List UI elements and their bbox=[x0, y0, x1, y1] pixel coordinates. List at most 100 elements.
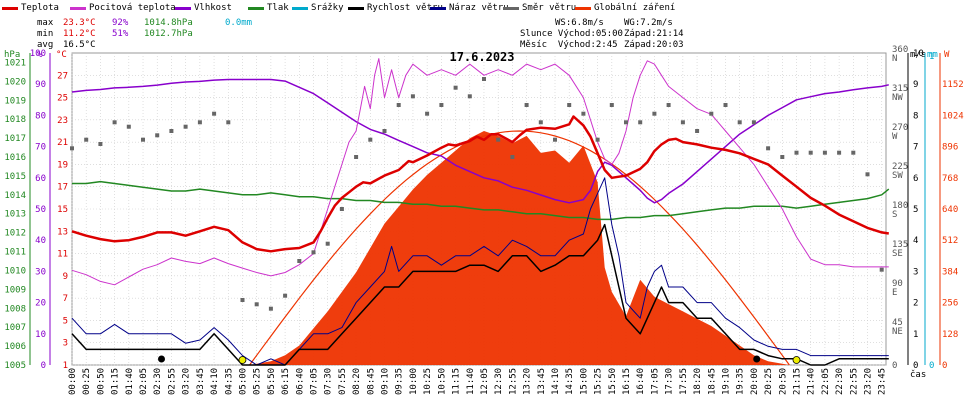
x-tick-label: 13:20 bbox=[523, 368, 533, 395]
stat-min-press: 1012.7hPa bbox=[144, 29, 193, 39]
wind-direction-point bbox=[70, 146, 74, 151]
pressure-tick: 1008 bbox=[4, 304, 26, 314]
unit-celsius: °C bbox=[56, 50, 67, 60]
pressure-tick: 1021 bbox=[4, 58, 26, 68]
x-tick-label: 20:50 bbox=[778, 368, 788, 395]
stat-sun-set: Západ:21:14 bbox=[624, 29, 684, 39]
stat-moon-set: Západ:20:03 bbox=[624, 40, 684, 50]
x-tick-label: 22:05 bbox=[821, 368, 831, 395]
wind-direction-point bbox=[666, 103, 671, 107]
x-tick-label: 07:05 bbox=[310, 368, 320, 395]
pressure-tick: 1014 bbox=[4, 191, 26, 201]
x-tick-label: 00:00 bbox=[68, 368, 78, 395]
x-tick-label: 12:30 bbox=[494, 368, 504, 395]
legend-item: Náraz větru bbox=[430, 3, 509, 13]
legend-item: Globální záření bbox=[575, 3, 675, 13]
stat-min-hum: 51% bbox=[112, 29, 129, 39]
wind-direction-point bbox=[538, 120, 543, 125]
x-tick-label: 02:30 bbox=[153, 368, 163, 395]
wind-direction-point bbox=[723, 103, 728, 107]
wind-dir-letter: SE bbox=[892, 249, 903, 259]
wind-direction-point bbox=[496, 137, 501, 142]
wind-direction-point bbox=[141, 137, 145, 142]
unit-ms: m/s bbox=[910, 50, 926, 60]
legend: Teplota Pocitová teplota Vlhkost Tlak Srážky… bbox=[0, 0, 966, 16]
radiation-tick: 1152 bbox=[942, 80, 964, 90]
temperature-tick: 25 bbox=[57, 94, 68, 104]
pressure-tick: 1010 bbox=[4, 266, 26, 276]
wind-direction-point bbox=[595, 137, 600, 142]
temperature-tick: 5 bbox=[63, 316, 68, 326]
legend-swatch bbox=[175, 6, 191, 10]
x-tick-label: 07:30 bbox=[324, 368, 334, 395]
temperature-tick: 1 bbox=[63, 361, 68, 371]
x-tick-label: 23:45 bbox=[878, 368, 888, 395]
wind-dir-tick: 45 bbox=[892, 318, 903, 328]
feels-like-line bbox=[71, 58, 889, 286]
wind-direction-point bbox=[439, 103, 444, 107]
x-tick-label: 13:45 bbox=[537, 368, 547, 395]
humidity-tick: 60 bbox=[35, 174, 46, 184]
legend-label: Globální záření bbox=[594, 3, 676, 13]
x-tick-label: 01:15 bbox=[111, 368, 121, 395]
x-tick-label: 11:40 bbox=[466, 368, 476, 395]
x-tick-label: 06:40 bbox=[295, 368, 305, 395]
wind-dir-letter: NE bbox=[892, 327, 903, 337]
humidity-tick: 10 bbox=[35, 330, 46, 340]
legend-label: Rychlost větru bbox=[367, 3, 443, 13]
legend-item: Rychlost větru bbox=[348, 3, 443, 13]
temperature-tick: 11 bbox=[57, 250, 68, 260]
wind-speed-tick: 1 bbox=[913, 330, 918, 340]
humidity-tick: 30 bbox=[35, 267, 46, 277]
wind-speed-tick: 2 bbox=[913, 299, 918, 309]
x-tick-label: 14:10 bbox=[551, 368, 561, 395]
axes: 00:00 00:25 00:50 01:15 01:40 02:05 02:30 02:55… bbox=[4, 45, 964, 395]
wind-dir-tick: 0 bbox=[892, 361, 897, 371]
x-tick-label: 08:45 bbox=[366, 368, 376, 395]
unit-w: W bbox=[944, 50, 950, 60]
wind-direction-point bbox=[510, 155, 515, 159]
stat-wg: WG:7.2m/s bbox=[624, 18, 673, 28]
wind-dir-tick: 180 bbox=[892, 201, 908, 211]
x-tick-label: 09:35 bbox=[395, 368, 405, 395]
wind-direction-point bbox=[453, 85, 458, 90]
temperature-tick: 17 bbox=[57, 183, 68, 193]
wind-direction-point bbox=[695, 129, 700, 133]
radiation-tick: 640 bbox=[942, 205, 958, 215]
pressure-tick: 1011 bbox=[4, 248, 26, 258]
legend-label: Teplota bbox=[21, 3, 59, 13]
wind-direction-point bbox=[283, 293, 288, 298]
legend-swatch bbox=[348, 6, 364, 10]
legend-item: Teplota bbox=[2, 3, 59, 13]
wind-direction-point bbox=[297, 259, 302, 263]
radiation-tick: 1024 bbox=[942, 111, 964, 121]
stat-max-label: max bbox=[37, 18, 54, 28]
stat-rain-total: 0.0mm bbox=[225, 18, 253, 28]
wind-direction-point bbox=[126, 124, 131, 129]
wind-direction-point bbox=[98, 142, 103, 146]
wind-direction-point bbox=[382, 129, 387, 133]
x-tick-label: 05:00 bbox=[238, 368, 248, 395]
wind-dir-tick: 315 bbox=[892, 84, 908, 94]
wind-direction-point bbox=[808, 150, 813, 155]
legend-item: Vlhkost bbox=[175, 3, 232, 13]
x-tick-label: 15:00 bbox=[579, 368, 589, 395]
wind-dir-letter: SW bbox=[892, 171, 903, 181]
chart-title: 17.6.2023 bbox=[449, 50, 514, 64]
temperature-tick: 3 bbox=[63, 339, 68, 349]
x-tick-label: 07:55 bbox=[338, 368, 348, 395]
radiation-theoretical-line bbox=[249, 130, 790, 366]
x-tick-label: 02:05 bbox=[139, 368, 149, 395]
sunrise-marker bbox=[238, 356, 247, 364]
temperature-tick: 13 bbox=[57, 227, 68, 237]
wind-direction-point bbox=[567, 103, 572, 107]
x-tick-label: 14:35 bbox=[565, 368, 575, 395]
pressure-tick: 1009 bbox=[4, 285, 26, 295]
pressure-tick: 1015 bbox=[4, 172, 26, 182]
x-tick-label: 10:00 bbox=[409, 368, 419, 395]
wind-direction-point bbox=[212, 111, 217, 116]
radiation-tick: 384 bbox=[942, 267, 958, 277]
wind-direction-point bbox=[183, 124, 188, 129]
rain-tick: 1 bbox=[929, 52, 934, 62]
legend-item: Srážky bbox=[292, 3, 344, 13]
